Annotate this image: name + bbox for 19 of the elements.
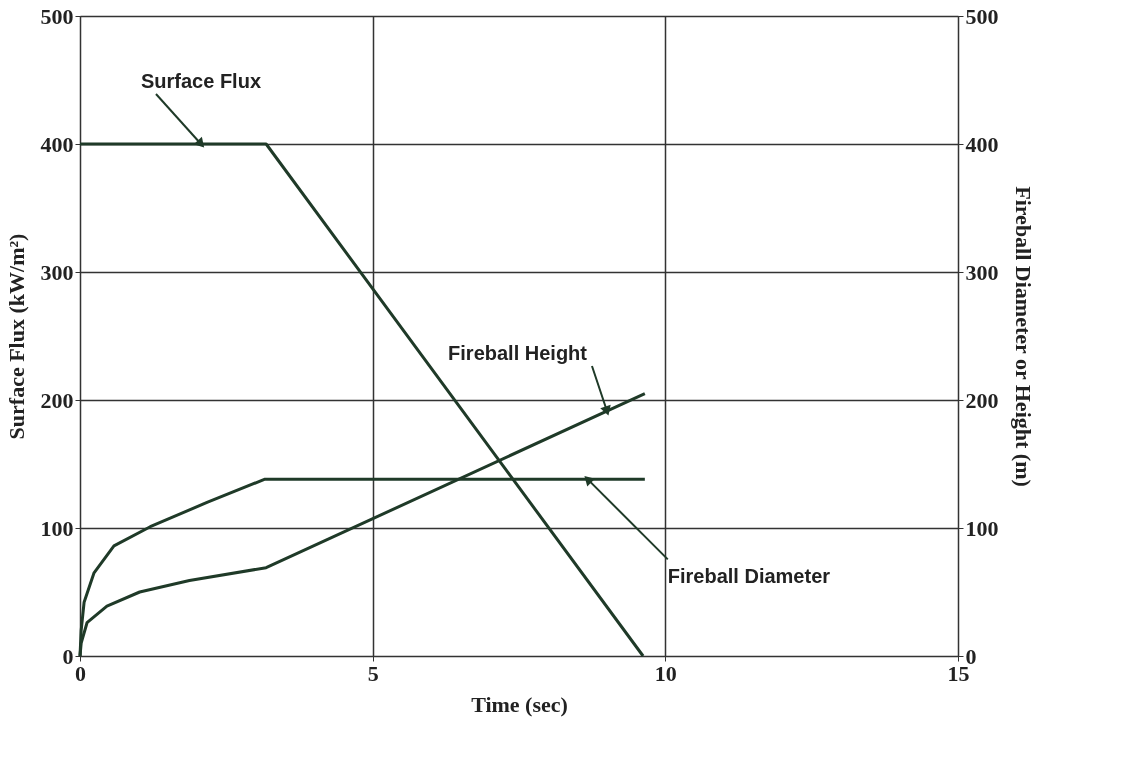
text: Fireball Diameter xyxy=(667,565,831,588)
y2-axis-title: Fireball Diameter or Height (m) xyxy=(1010,186,1036,487)
y-tick-label: 0 xyxy=(62,643,74,669)
y2-tick-label: 100 xyxy=(965,515,999,541)
y2-tick-label: 500 xyxy=(965,3,999,29)
y2-tick-label: 300 xyxy=(965,259,999,285)
text: Fireball Height xyxy=(448,342,588,365)
y-tick-label: 300 xyxy=(40,259,74,285)
text: Surface Flux xyxy=(140,70,262,92)
x-tick-label: 10 xyxy=(654,660,677,686)
y-tick-label: 200 xyxy=(40,387,74,413)
y-tick-label: 400 xyxy=(40,131,74,157)
y-tick-label: 500 xyxy=(40,3,74,29)
y-tick-label: 100 xyxy=(40,515,74,541)
y2-tick-label: 400 xyxy=(965,131,999,157)
x-tick-label: 5 xyxy=(367,660,379,686)
y-axis-title: Surface Flux (kW/m²) xyxy=(3,233,29,440)
y2-tick-label: 200 xyxy=(965,387,999,413)
x-axis-title: Time (sec) xyxy=(471,691,568,717)
